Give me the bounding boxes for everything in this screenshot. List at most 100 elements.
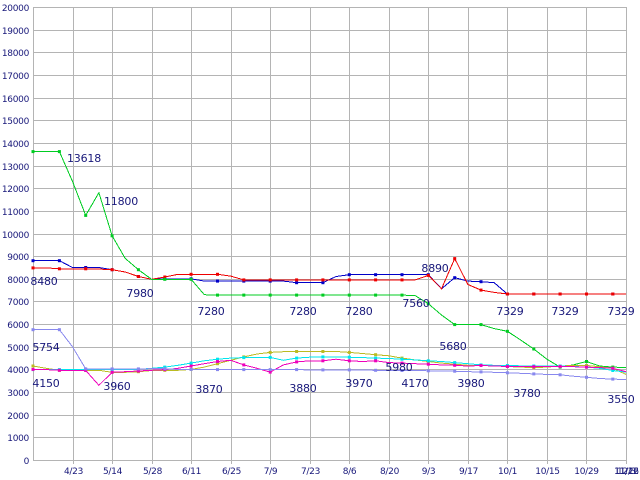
data-point-marker [242, 278, 246, 282]
value-annotation: 11800 [104, 195, 138, 208]
data-point-marker [400, 357, 404, 361]
y-tick-label: 9000 [7, 253, 29, 263]
data-point-marker [31, 266, 35, 270]
data-point-marker [532, 372, 536, 376]
x-tick-label: 11/12 [614, 467, 638, 477]
data-point-marker [242, 293, 246, 297]
data-point-marker [216, 272, 219, 276]
data-point-marker [505, 329, 509, 333]
data-point-marker [321, 368, 325, 372]
x-tick-label: 7/23 [301, 467, 320, 477]
data-point-marker [479, 323, 483, 327]
data-point-marker [268, 370, 272, 374]
data-point-marker [558, 292, 562, 296]
data-point-marker [84, 267, 88, 271]
x-tick-label: 6/25 [222, 467, 241, 477]
x-tick-label: 8/6 [343, 467, 357, 477]
axis-lines [33, 7, 627, 461]
data-point-marker [585, 365, 588, 369]
data-point-marker [321, 293, 325, 297]
data-point-marker [374, 368, 378, 372]
data-point-marker [532, 365, 536, 369]
data-point-marker [400, 361, 404, 365]
y-tick-label: 19000 [2, 27, 30, 37]
y-tick-label: 0 [24, 457, 30, 467]
data-point-marker [479, 364, 483, 367]
data-point-marker [374, 356, 378, 360]
gridlines [33, 7, 627, 464]
data-point-marker [110, 367, 114, 371]
data-point-marker [585, 364, 588, 367]
x-tick-label: 8/20 [380, 467, 400, 477]
value-annotation: 5980 [385, 361, 412, 374]
data-point-marker [505, 371, 509, 375]
series-line-lavender [33, 329, 627, 381]
series-line-green [33, 151, 627, 369]
data-point-marker [163, 275, 167, 279]
value-annotation: 3880 [289, 382, 316, 395]
data-point-marker [426, 362, 430, 366]
data-point-marker [321, 278, 325, 282]
data-point-marker [57, 328, 61, 332]
data-point-marker [347, 350, 351, 354]
value-annotation: 3870 [195, 383, 222, 396]
data-point-marker [295, 293, 299, 297]
value-annotation: 3780 [513, 387, 540, 400]
data-point-marker [268, 350, 272, 354]
data-point-marker [136, 367, 140, 371]
value-annotation: 5754 [32, 341, 59, 354]
data-point-marker [426, 302, 430, 306]
y-tick-label: 1000 [7, 434, 29, 444]
data-point-marker [189, 367, 193, 371]
data-point-marker [242, 356, 246, 360]
data-point-marker [611, 369, 615, 372]
data-point-marker [57, 259, 61, 263]
data-point-marker [110, 268, 114, 272]
data-point-marker [242, 368, 246, 372]
value-annotation: 4150 [32, 377, 59, 390]
data-point-marker [585, 292, 588, 296]
y-tick-label: 14000 [2, 140, 30, 150]
data-point-marker [216, 293, 219, 297]
data-point-marker [374, 359, 378, 363]
data-point-marker [216, 279, 219, 283]
data-point-marker [110, 370, 114, 374]
x-tick-label: 10/15 [535, 467, 559, 477]
series-line-blue [33, 260, 626, 295]
series-lavender [31, 328, 627, 381]
x-tick-label: 12/3 [617, 467, 636, 477]
y-tick-label: 7000 [7, 298, 29, 308]
value-annotation: 8480 [30, 275, 57, 288]
data-point-marker [453, 257, 457, 261]
value-annotation: 3550 [607, 393, 634, 406]
x-tick-label: 9/3 [422, 467, 436, 477]
data-point-marker [216, 360, 219, 363]
y-tick-label: 5000 [7, 344, 29, 354]
data-point-marker [163, 367, 167, 371]
y-tick-label: 18000 [2, 49, 30, 59]
data-point-marker [321, 281, 325, 285]
x-tick-label: 9/17 [459, 467, 478, 477]
data-point-marker [479, 288, 483, 292]
data-point-marker [532, 347, 536, 351]
data-point-marker [585, 375, 588, 379]
data-point-marker [347, 359, 351, 363]
data-point-marker [505, 365, 509, 368]
data-point-marker [84, 369, 88, 372]
x-tick-label: 6/11 [182, 467, 201, 477]
value-annotation: 7280 [289, 305, 316, 318]
data-point-marker [321, 359, 325, 363]
data-point-marker [57, 368, 61, 372]
series-line-olive [32, 351, 627, 375]
data-point-marker [347, 355, 351, 359]
series-line-magenta [32, 358, 627, 387]
series-green [31, 150, 627, 369]
data-point-marker [189, 272, 193, 276]
data-point-marker [295, 368, 299, 372]
data-point-marker [321, 350, 325, 353]
value-annotation: 7280 [345, 305, 372, 318]
series-olive [31, 350, 627, 375]
series-line-cyan [33, 356, 627, 373]
data-point-marker [558, 365, 562, 368]
data-point-marker [31, 259, 35, 263]
